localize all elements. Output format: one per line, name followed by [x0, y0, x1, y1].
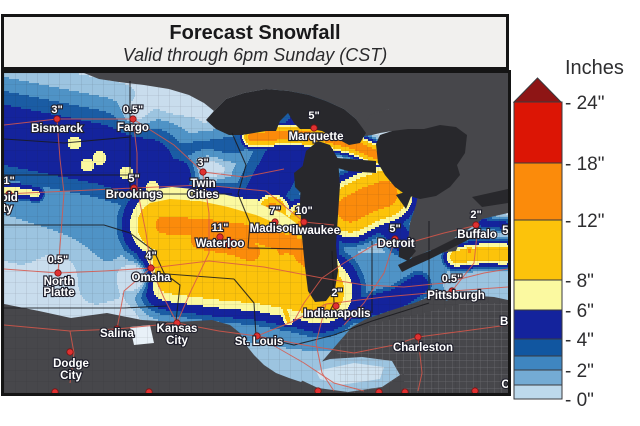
svg-text:Salina: Salina	[100, 328, 134, 340]
svg-text:Madison: Madison	[250, 223, 297, 235]
svg-text:apid: apid	[4, 192, 18, 204]
svg-text:5": 5"	[128, 173, 139, 185]
svg-text:- 0": - 0"	[565, 390, 594, 409]
svg-text:- 18": - 18"	[565, 154, 604, 175]
svg-text:3": 3"	[197, 157, 208, 169]
svg-text:Buffalo: Buffalo	[457, 229, 497, 241]
svg-text:11": 11"	[212, 222, 229, 234]
svg-text:1": 1"	[4, 175, 15, 187]
svg-text:North: North	[44, 276, 75, 288]
svg-text:St. Louis: St. Louis	[235, 336, 284, 348]
svg-text:0.5": 0.5"	[48, 254, 69, 266]
svg-text:City: City	[60, 370, 82, 382]
svg-text:Ch: Ch	[501, 379, 508, 391]
svg-text:5": 5"	[389, 223, 400, 235]
svg-text:Platte: Platte	[43, 287, 74, 299]
svg-text:Kansas: Kansas	[157, 323, 198, 335]
svg-text:Charleston: Charleston	[393, 342, 453, 354]
svg-text:Detroit: Detroit	[377, 238, 414, 250]
svg-text:Pittsburgh: Pittsburgh	[427, 290, 485, 302]
svg-text:Twin: Twin	[190, 178, 215, 190]
svg-text:Brookings: Brookings	[106, 189, 163, 201]
svg-text:3": 3"	[51, 104, 62, 116]
svg-text:Bismarck: Bismarck	[31, 123, 83, 135]
svg-text:ity: ity	[4, 203, 13, 215]
svg-text:- 6": - 6"	[565, 301, 594, 322]
svg-text:Bal: Bal	[500, 316, 508, 328]
svg-text:- 4": - 4"	[565, 330, 594, 351]
svg-text:5": 5"	[308, 110, 319, 122]
svg-text:2": 2"	[331, 287, 342, 299]
svg-text:Marquette: Marquette	[289, 131, 344, 143]
svg-text:- 2": - 2"	[565, 361, 594, 382]
svg-text:4": 4"	[145, 250, 156, 262]
svg-text:Omaha: Omaha	[132, 272, 172, 284]
svg-text:5": 5"	[502, 225, 508, 237]
svg-text:City: City	[166, 335, 188, 347]
svg-text:Dodge: Dodge	[53, 358, 89, 370]
svg-text:Waterloo: Waterloo	[196, 238, 245, 250]
svg-text:0.5": 0.5"	[442, 273, 463, 285]
svg-text:Inches: Inches	[565, 57, 624, 79]
svg-text:- 24": - 24"	[565, 93, 604, 114]
svg-text:ilwaukee: ilwaukee	[292, 225, 340, 237]
svg-text:Cities: Cities	[187, 189, 218, 201]
svg-text:7": 7"	[269, 205, 280, 217]
svg-text:2": 2"	[470, 209, 481, 221]
svg-text:0.5": 0.5"	[123, 104, 144, 116]
svg-text:10": 10"	[295, 205, 312, 217]
svg-text:- 8": - 8"	[565, 271, 594, 292]
svg-text:Indianapolis: Indianapolis	[303, 308, 370, 320]
svg-text:- 12": - 12"	[565, 211, 604, 232]
svg-text:Fargo: Fargo	[117, 122, 149, 134]
